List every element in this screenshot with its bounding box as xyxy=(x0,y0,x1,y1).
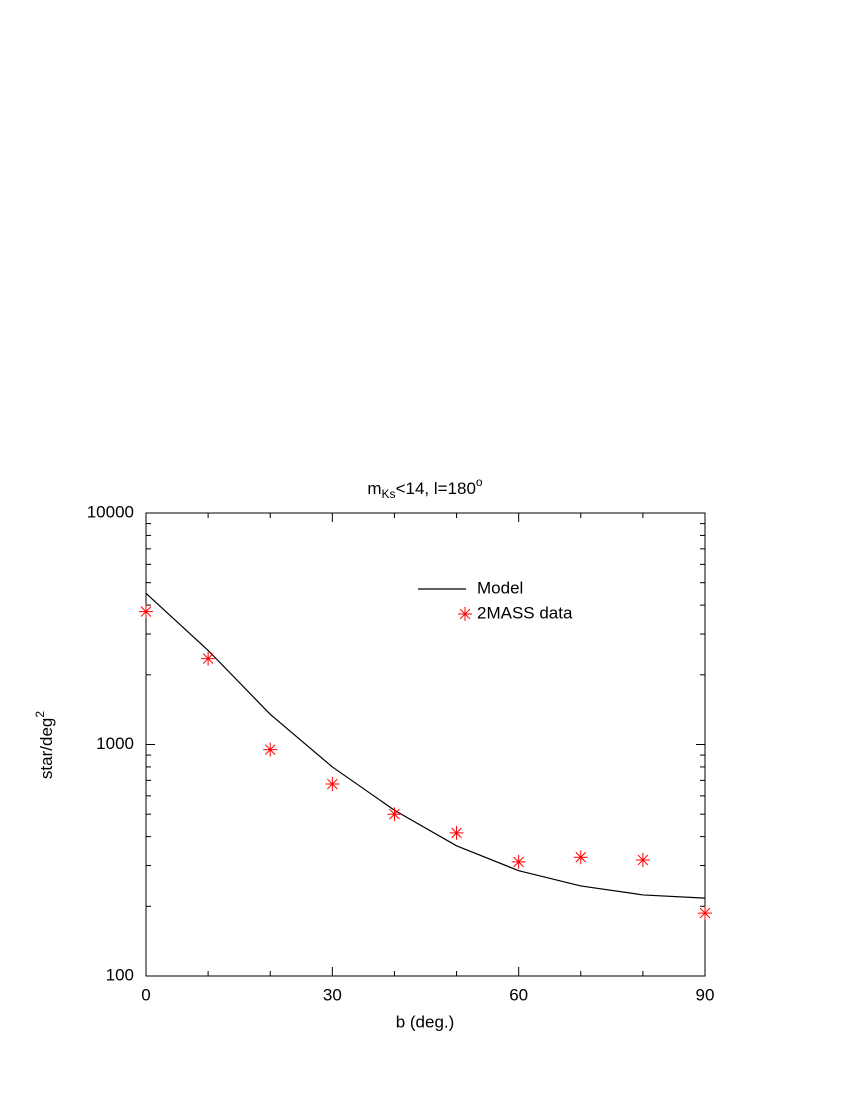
y-label-base: star/deg xyxy=(37,718,56,779)
y-label-superscript: 2 xyxy=(33,711,47,718)
title-subscript: Ks xyxy=(382,487,396,501)
data-point xyxy=(573,850,588,865)
y-tick-label: 1000 xyxy=(96,734,134,753)
title-base: m xyxy=(367,479,381,498)
y-tick-label: 10000 xyxy=(87,502,134,521)
x-tick-label: 90 xyxy=(696,985,715,1004)
data-point xyxy=(698,906,712,921)
data-point xyxy=(387,807,402,822)
data-point xyxy=(325,777,340,792)
data-point xyxy=(449,825,464,840)
data-point xyxy=(511,854,526,869)
y-tick-label: 100 xyxy=(106,965,134,984)
legend-label: 2MASS data xyxy=(477,603,573,622)
plot-frame xyxy=(145,512,706,977)
data-point xyxy=(201,651,216,666)
x-tick-label: 60 xyxy=(509,985,528,1004)
x-axis-label: b (deg.) xyxy=(396,1012,455,1031)
data-point xyxy=(263,742,278,757)
data-point xyxy=(139,604,153,619)
legend-marker xyxy=(458,607,472,621)
model-line xyxy=(145,592,706,899)
x-tick-label: 0 xyxy=(141,985,150,1004)
y-axis-label: star/deg2 xyxy=(33,711,56,779)
data-point xyxy=(635,853,650,868)
legend-label: Model xyxy=(477,578,523,597)
x-tick-label: 30 xyxy=(323,985,342,1004)
title-rest: <14, l=180 xyxy=(396,479,476,498)
chart-title: mKs<14, l=180o xyxy=(367,475,483,501)
title-superscript: o xyxy=(476,475,483,489)
